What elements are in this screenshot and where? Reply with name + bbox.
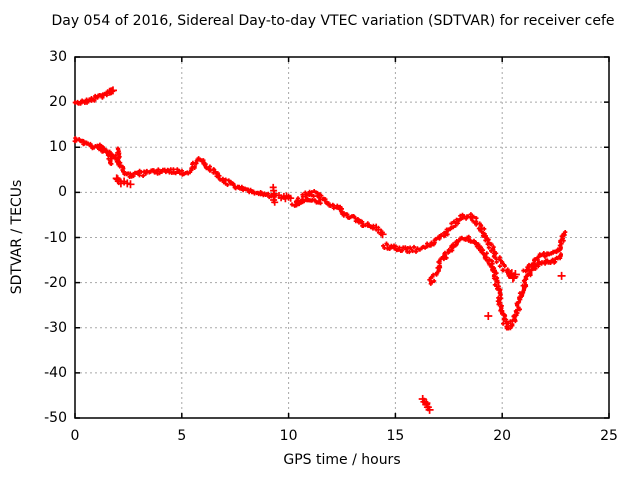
x-tick-label-5: 5 xyxy=(177,428,187,444)
series-arc-0h-20 xyxy=(72,89,113,106)
series-band-3-5h xyxy=(129,167,191,179)
series-pair-14.2h xyxy=(372,223,387,239)
y-tick-label--50: -50 xyxy=(44,410,67,426)
y-axis-label: SDTVAR / TECUs xyxy=(9,179,25,295)
series-band-22h-upper xyxy=(532,252,563,271)
y-tick-label--10: -10 xyxy=(44,229,67,246)
y-tick-label-0: 0 xyxy=(58,184,67,201)
grid-lines xyxy=(75,57,609,418)
y-tick-label-10: 10 xyxy=(49,139,67,156)
y-tick-label--30: -30 xyxy=(44,319,67,336)
series-peak-5.8h-descent xyxy=(188,156,277,200)
series-arc-11h xyxy=(289,189,376,231)
series-plus-22.8h xyxy=(557,271,566,280)
series-band-22h-lower xyxy=(521,247,562,274)
series-spur-9.3h xyxy=(269,183,279,206)
series-arc-0h-20-endblob xyxy=(105,86,117,96)
series-fork-prong xyxy=(95,142,114,166)
series-cluster-10h xyxy=(275,192,295,203)
series-arc-18h-upper xyxy=(381,212,513,278)
x-axis-label: GPS time / hours xyxy=(283,452,401,468)
y-tick-label--40: -40 xyxy=(44,364,67,381)
y-tick-label-30: 30 xyxy=(49,49,67,65)
x-tick-label-20: 20 xyxy=(493,428,512,444)
series-blob-20.5h xyxy=(507,269,520,283)
series-arc-11h-inner xyxy=(294,196,323,208)
series-arc-18h-lower xyxy=(427,234,537,331)
x-tick-label-10: 10 xyxy=(279,428,298,444)
x-tick-label-0: 0 xyxy=(70,428,80,444)
series-plus-19.4h xyxy=(484,312,493,320)
chart-title: Day 054 of 2016, Sidereal Day-to-day VTE… xyxy=(51,13,615,29)
x-tick-label-25: 25 xyxy=(600,428,618,444)
series-cluster-2h-low xyxy=(112,174,135,189)
x-tick-label-15: 15 xyxy=(386,428,405,444)
series-cluster-16.5h-low xyxy=(418,395,434,414)
y-tick-label--20: -20 xyxy=(44,274,67,291)
axis-ticks xyxy=(74,56,610,419)
series-kink-23h xyxy=(557,230,568,251)
y-tick-label-20: 20 xyxy=(49,94,67,111)
